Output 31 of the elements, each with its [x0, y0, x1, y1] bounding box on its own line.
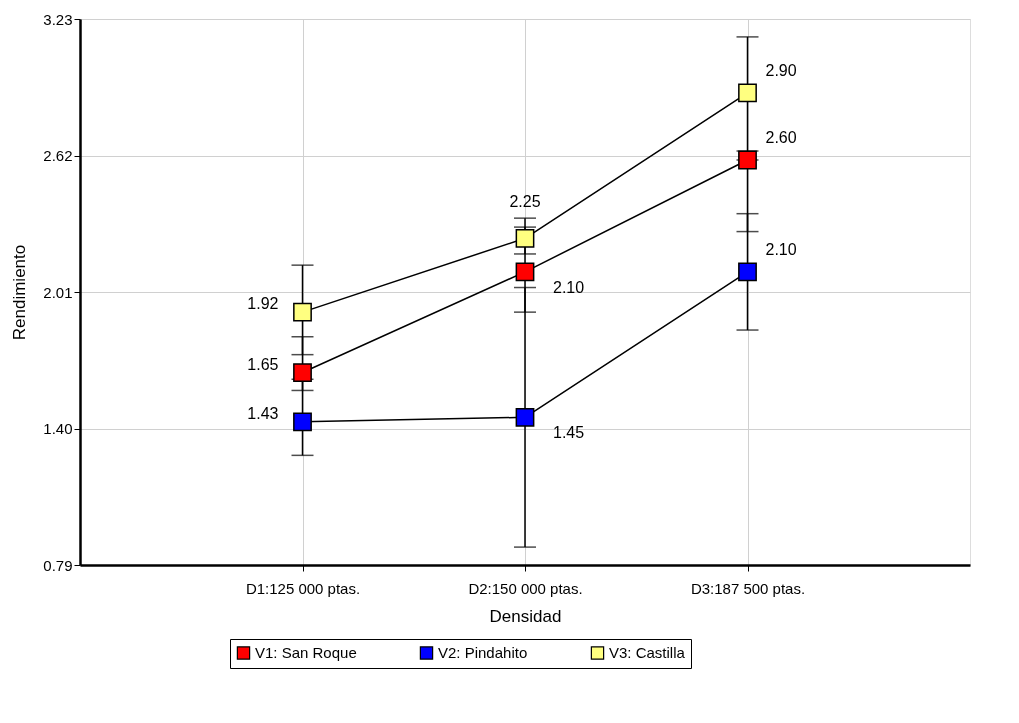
- data-label: 2.10: [553, 278, 585, 296]
- y-tick-label: 0.79: [43, 556, 73, 574]
- y-axis-title: Rendimiento: [10, 244, 30, 341]
- y-tick-label: 2.62: [43, 147, 73, 164]
- x-tick-label: D3:187 500 ptas.: [690, 579, 806, 597]
- x-tick-label: D2:150 000 ptas.: [468, 579, 583, 597]
- legend-label: V3: Castilla: [609, 643, 686, 661]
- point: [515, 262, 535, 282]
- legend-label: V2: Pindahito: [438, 643, 528, 661]
- y-tick-label: 2.01: [43, 283, 73, 301]
- data-label: 1.65: [247, 355, 279, 373]
- data-label: 1.43: [247, 404, 279, 422]
- data-label: 1.92: [247, 295, 279, 313]
- x-axis-title: Densidad: [489, 606, 562, 626]
- point: [515, 228, 535, 248]
- point: [738, 150, 757, 170]
- y-tick-label: 3.23: [43, 10, 73, 28]
- y-tick-label: 1.40: [43, 420, 73, 437]
- point: [293, 412, 312, 432]
- point: [738, 262, 757, 282]
- legend-label: V1: San Roque: [255, 643, 357, 661]
- data-label: 1.45: [553, 424, 585, 442]
- point: [738, 83, 757, 103]
- data-label: 2.10: [765, 240, 797, 258]
- point: [515, 407, 535, 427]
- data-label: 2.60: [765, 128, 797, 146]
- data-label: 2.90: [765, 61, 797, 79]
- point: [293, 302, 312, 322]
- x-tick-label: D1:125 000 ptas.: [245, 579, 361, 597]
- point: [293, 363, 312, 382]
- data-label: 2.25: [509, 193, 541, 211]
